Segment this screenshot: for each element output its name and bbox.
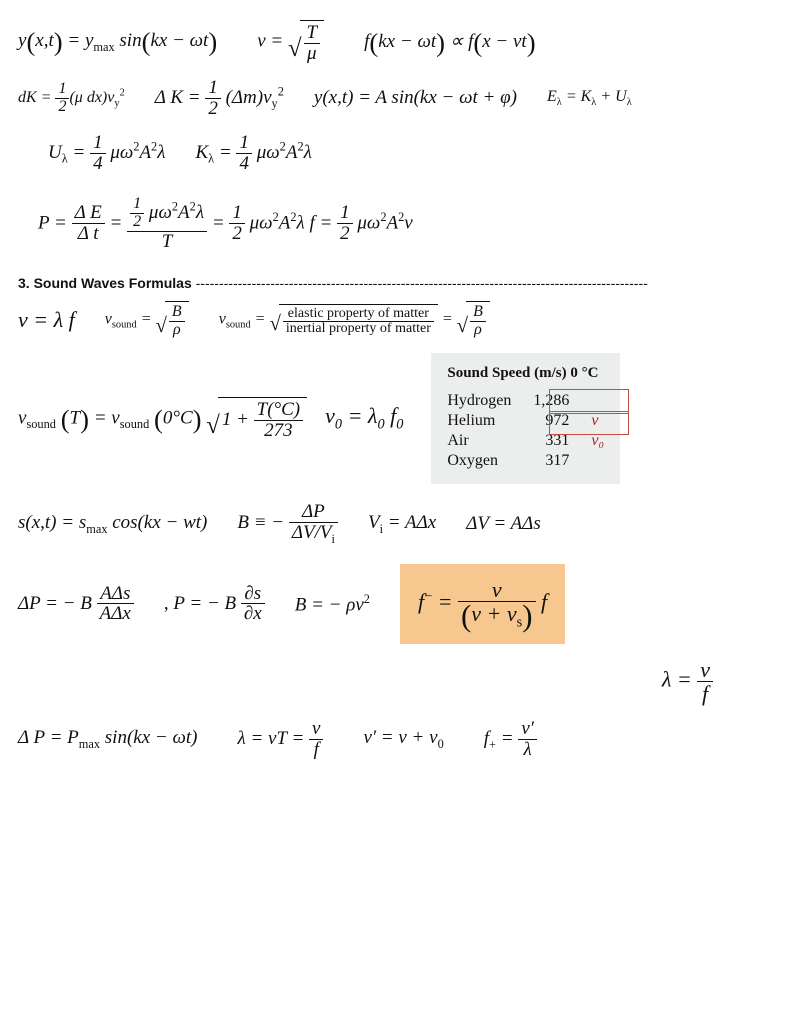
eq-lambda-vT-vf: λ = vT = vf [237, 719, 323, 760]
eq-dK: dK = 12(μ dx)vy2 [18, 81, 125, 116]
eq-vsound-elastic-inertial: vsound = √ elastic property of matter in… [219, 301, 490, 339]
formula-row-1: y(x,t) = ymax sin(kx − ωt) v = √Tμ f(kx … [18, 20, 773, 64]
formula-row-6: vsound (T) = vsound (0°C) √1 + T(°C)273 … [18, 353, 773, 484]
formula-row-2: dK = 12(μ dx)vy2 Δ K = 12 (Δm)vy2 y(x,t)… [18, 78, 773, 119]
ss-val-air: 331 [533, 432, 569, 450]
ss-val-oxygen: 317 [533, 452, 569, 470]
ss-val-hydrogen: 1,286 [533, 392, 569, 410]
page: y(x,t) = ymax sin(kx − ωt) v = √Tμ f(kx … [0, 0, 791, 1024]
section-3-label: 3. Sound Waves Formulas [18, 275, 192, 291]
eq-s-xt: s(x,t) = smax cos(kx − wt) [18, 512, 207, 537]
ss-mat-hydrogen: Hydrogen [447, 392, 511, 410]
eq-Elambda: Eλ = Kλ + Uλ [547, 88, 632, 108]
eq-DeltaV-ADeltas: ΔV = AΔs [466, 513, 541, 535]
eq-v-lambda-f: v = λ f [18, 307, 75, 333]
ss-sym-oxygen [591, 452, 604, 470]
sound-speed-grid: Hydrogen 1,286 Helium 972 v Air 331 v₀ O… [447, 392, 604, 470]
eq-doppler-fminus: f− = v(v + vs) f [418, 589, 547, 614]
formula-row-8: ΔP = − B AΔsAΔx , P = − B ∂s∂x B = − ρv2… [18, 564, 773, 644]
eq-vsound-Brho-1: vsound = √Bρ [105, 301, 189, 339]
eq-DeltaK: Δ K = 12 (Δm)vy2 [155, 78, 284, 119]
eq-lambda-vf: λ = vf [662, 658, 713, 705]
eq-Vi-ADeltax: Vi = AΔx [368, 512, 436, 537]
ss-mat-air: Air [447, 432, 511, 450]
eq-bulk-modulus: B ≡ − ΔPΔV/Vi [237, 502, 338, 546]
formula-row-4: P = Δ EΔ t = 12 μω2A2λT = 12 μω2A2λ f = … [38, 196, 773, 252]
elastic-label: elastic property of matter [283, 307, 434, 322]
eq-vsound-T: vsound (T) = vsound (0°C) √1 + T(°C)273 [18, 397, 307, 441]
eq-Klambda: Kλ = 14 μω2A2λ [195, 133, 311, 174]
sound-speed-title: Sound Speed (m/s) 0 °C [447, 365, 604, 382]
ss-sym-helium: v [591, 412, 604, 430]
eq-string-wave-speed: v = √Tμ [257, 20, 324, 64]
section-3-sound-waves-title: 3. Sound Waves Formulas ----------------… [18, 275, 773, 291]
ss-mat-helium: Helium [447, 412, 511, 430]
formula-row-10: Δ P = Pmax sin(kx − ωt) λ = vT = vf v′ =… [18, 719, 773, 760]
eq-travelling-wave-proportional: f(kx − ωt) ∝ f(x − vt) [364, 30, 535, 53]
ss-mat-oxygen: Oxygen [447, 452, 511, 470]
formula-row-3: Uλ = 14 μω2A2λ Kλ = 14 μω2A2λ [48, 133, 773, 174]
eq-Ulambda: Uλ = 14 μω2A2λ [48, 133, 165, 174]
eq-P-Bdsdx: , P = − B ∂s∂x [164, 584, 265, 625]
eq-wave-function: y(x,t) = ymax sin(kx − ωt) [18, 30, 217, 55]
eq-B-rho-v2: B = − ρv2 [295, 592, 370, 616]
ss-val-helium: 972 [533, 412, 569, 430]
eq-power: P = Δ EΔ t = 12 μω2A2λT = 12 μω2A2λ f = … [38, 196, 413, 252]
eq-A-sin-phi: y(x,t) = A sin(kx − ωt + φ) [314, 87, 517, 109]
eq-DeltaP-Pmax-sin: Δ P = Pmax sin(kx − ωt) [18, 727, 197, 752]
doppler-recede-box: f− = v(v + vs) f [400, 564, 565, 644]
eq-vprime: v′ = v + v0 [363, 727, 443, 752]
ss-sym-air: v₀ [591, 432, 604, 450]
section-dashes: ----------------------------------------… [196, 275, 648, 291]
eq-fplus: f+ = v′λ [484, 719, 537, 760]
formula-row-7: s(x,t) = smax cos(kx − wt) B ≡ − ΔPΔV/Vi… [18, 502, 773, 546]
formula-row-5: v = λ f vsound = √Bρ vsound = √ elastic … [18, 301, 773, 339]
eq-DeltaP-B-ratio: ΔP = − B AΔsAΔx [18, 584, 134, 625]
eq-v0-lambda0-f0: v0 = λ0 f0 [325, 403, 403, 433]
ss-sym-hydrogen [591, 392, 604, 410]
formula-row-9: λ = vf [18, 658, 713, 705]
sound-speed-table: Sound Speed (m/s) 0 °C Hydrogen 1,286 He… [431, 353, 620, 484]
inertial-label: inertial property of matter [283, 321, 434, 337]
